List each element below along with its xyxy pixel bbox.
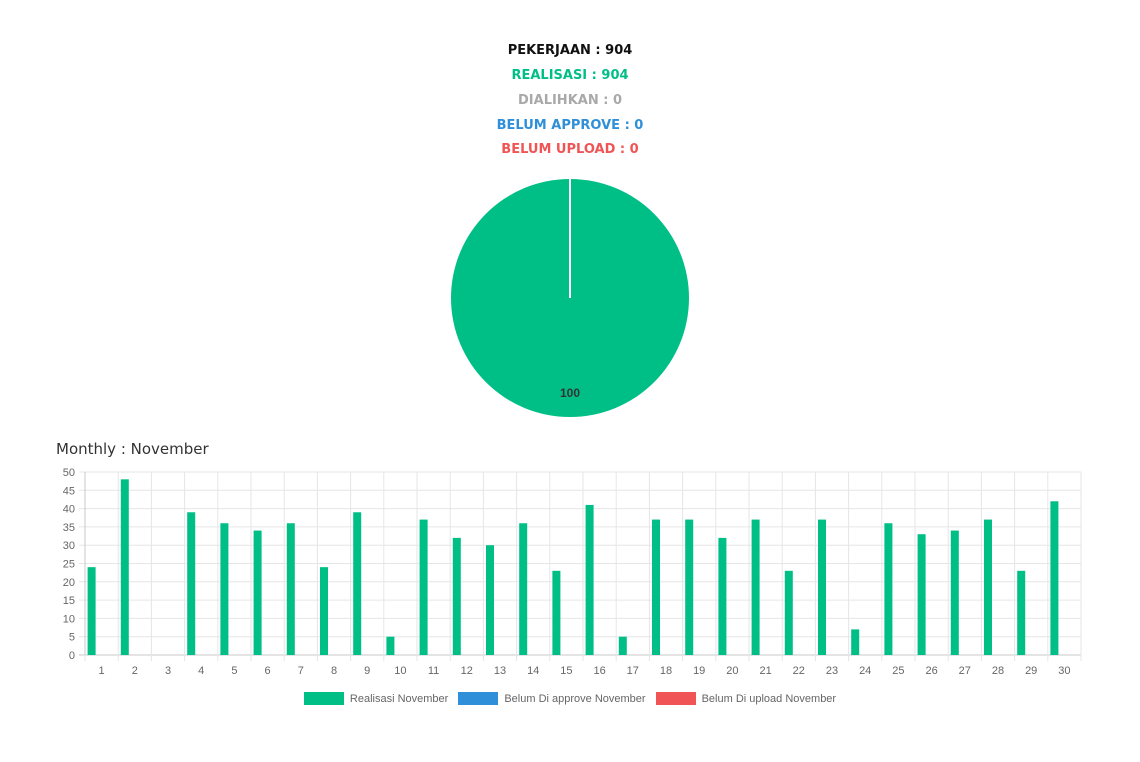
x-tick-label: 24 <box>859 665 871 677</box>
legend-item-belum-upload[interactable]: Belum Di upload November <box>655 692 837 705</box>
y-tick-label: 40 <box>63 504 75 516</box>
bar-realisasi-november-2[interactable] <box>120 479 129 655</box>
x-tick-label: 9 <box>364 665 370 677</box>
legend-label-belum-approve: Belum Di approve November <box>504 692 646 705</box>
y-tick-label: 0 <box>69 650 75 662</box>
x-tick-label: 1 <box>99 665 105 677</box>
x-tick-label: 21 <box>759 665 771 677</box>
x-tick-label: 11 <box>428 665 439 677</box>
x-tick-label: 3 <box>165 665 171 677</box>
y-tick-label: 20 <box>63 577 75 589</box>
x-tick-label: 18 <box>660 665 672 677</box>
x-tick-label: 4 <box>198 665 204 677</box>
x-tick-label: 7 <box>298 665 304 677</box>
bar-realisasi-november-8[interactable] <box>320 567 328 655</box>
legend-item-realisasi[interactable]: Realisasi November <box>303 692 449 705</box>
x-tick-label: 28 <box>992 665 1004 677</box>
x-tick-label: 25 <box>892 665 904 677</box>
x-tick-label: 6 <box>265 665 271 677</box>
legend-swatch-realisasi <box>303 692 344 705</box>
realisasi-total: REALISASI : 904 <box>511 68 629 83</box>
bar-realisasi-november-7[interactable] <box>286 523 295 655</box>
bar-realisasi-november-15[interactable] <box>552 570 561 655</box>
x-tick-label: 10 <box>394 665 406 677</box>
bar-realisasi-november-26[interactable] <box>917 534 926 655</box>
bar-realisasi-november-10[interactable] <box>386 636 395 655</box>
x-tick-label: 29 <box>1025 665 1037 677</box>
bar-realisasi-november-19[interactable] <box>685 519 694 655</box>
bar-realisasi-november-22[interactable] <box>784 570 793 655</box>
bar-realisasi-november-4[interactable] <box>187 512 196 655</box>
y-tick-label: 15 <box>63 595 75 607</box>
x-tick-label: 2 <box>132 665 138 677</box>
bar-realisasi-november-14[interactable] <box>519 523 528 655</box>
x-tick-label: 5 <box>231 665 237 677</box>
chart-legend: Realisasi November Belum Di approve Nove… <box>0 692 1140 705</box>
bar-realisasi-november-25[interactable] <box>884 523 893 655</box>
bar-realisasi-november-23[interactable] <box>818 519 826 655</box>
dialihkan-total: DIALIHKAN : 0 <box>518 93 622 108</box>
y-tick-label: 10 <box>63 613 75 625</box>
y-tick-label: 35 <box>63 522 75 534</box>
bar-realisasi-november-30[interactable] <box>1050 501 1059 655</box>
y-tick-label: 30 <box>63 540 75 552</box>
pie-chart: 100 <box>451 179 689 417</box>
bar-realisasi-november-13[interactable] <box>486 545 494 655</box>
belum-upload-total: BELUM UPLOAD : 0 <box>501 142 639 157</box>
x-tick-label: 12 <box>461 665 473 677</box>
x-tick-label: 13 <box>494 665 506 677</box>
x-tick-label: 27 <box>959 665 971 677</box>
x-tick-label: 20 <box>726 665 738 677</box>
bar-realisasi-november-12[interactable] <box>452 537 461 655</box>
legend-label-realisasi: Realisasi November <box>349 692 449 705</box>
legend-label-belum-upload: Belum Di upload November <box>701 692 837 705</box>
legend-swatch-belum-approve <box>458 692 499 705</box>
x-tick-label: 8 <box>331 665 337 677</box>
x-tick-label: 26 <box>925 665 937 677</box>
bar-realisasi-november-16[interactable] <box>585 504 594 655</box>
bar-realisasi-november-18[interactable] <box>652 519 660 655</box>
bar-realisasi-november-17[interactable] <box>618 636 627 655</box>
x-tick-label: 23 <box>826 665 838 677</box>
bar-realisasi-november-27[interactable] <box>950 530 959 655</box>
bar-realisasi-november-6[interactable] <box>253 530 262 655</box>
x-tick-label: 14 <box>527 665 539 677</box>
bar-realisasi-november-1[interactable] <box>87 567 96 655</box>
legend-swatch-belum-upload <box>655 692 696 705</box>
y-tick-label: 45 <box>63 485 75 497</box>
monthly-chart-title: Monthly : November <box>56 440 209 458</box>
bar-realisasi-november-29[interactable] <box>1017 570 1026 655</box>
legend-item-belum-approve[interactable]: Belum Di approve November <box>458 692 646 705</box>
bar-realisasi-november-24[interactable] <box>851 629 860 655</box>
bar-realisasi-november-28[interactable] <box>984 519 992 655</box>
y-tick-label: 25 <box>63 559 75 571</box>
y-tick-label: 5 <box>69 632 75 644</box>
bar-realisasi-november-21[interactable] <box>751 519 760 655</box>
x-tick-label: 16 <box>593 665 605 677</box>
pekerjaan-total: PEKERJAAN : 904 <box>507 43 633 58</box>
x-tick-label: 17 <box>627 665 639 677</box>
bar-realisasi-november-9[interactable] <box>353 512 362 655</box>
bar-realisasi-november-11[interactable] <box>419 519 428 655</box>
y-tick-label: 50 <box>63 467 75 479</box>
x-tick-label: 30 <box>1058 665 1070 677</box>
belum-approve-total: BELUM APPROVE : 0 <box>496 118 644 133</box>
x-tick-label: 15 <box>560 665 572 677</box>
x-tick-label: 19 <box>693 665 705 677</box>
bar-realisasi-november-5[interactable] <box>220 523 229 655</box>
pie-data-label: 100 <box>560 386 580 400</box>
bar-realisasi-november-20[interactable] <box>718 537 727 655</box>
x-tick-label: 22 <box>793 665 805 677</box>
